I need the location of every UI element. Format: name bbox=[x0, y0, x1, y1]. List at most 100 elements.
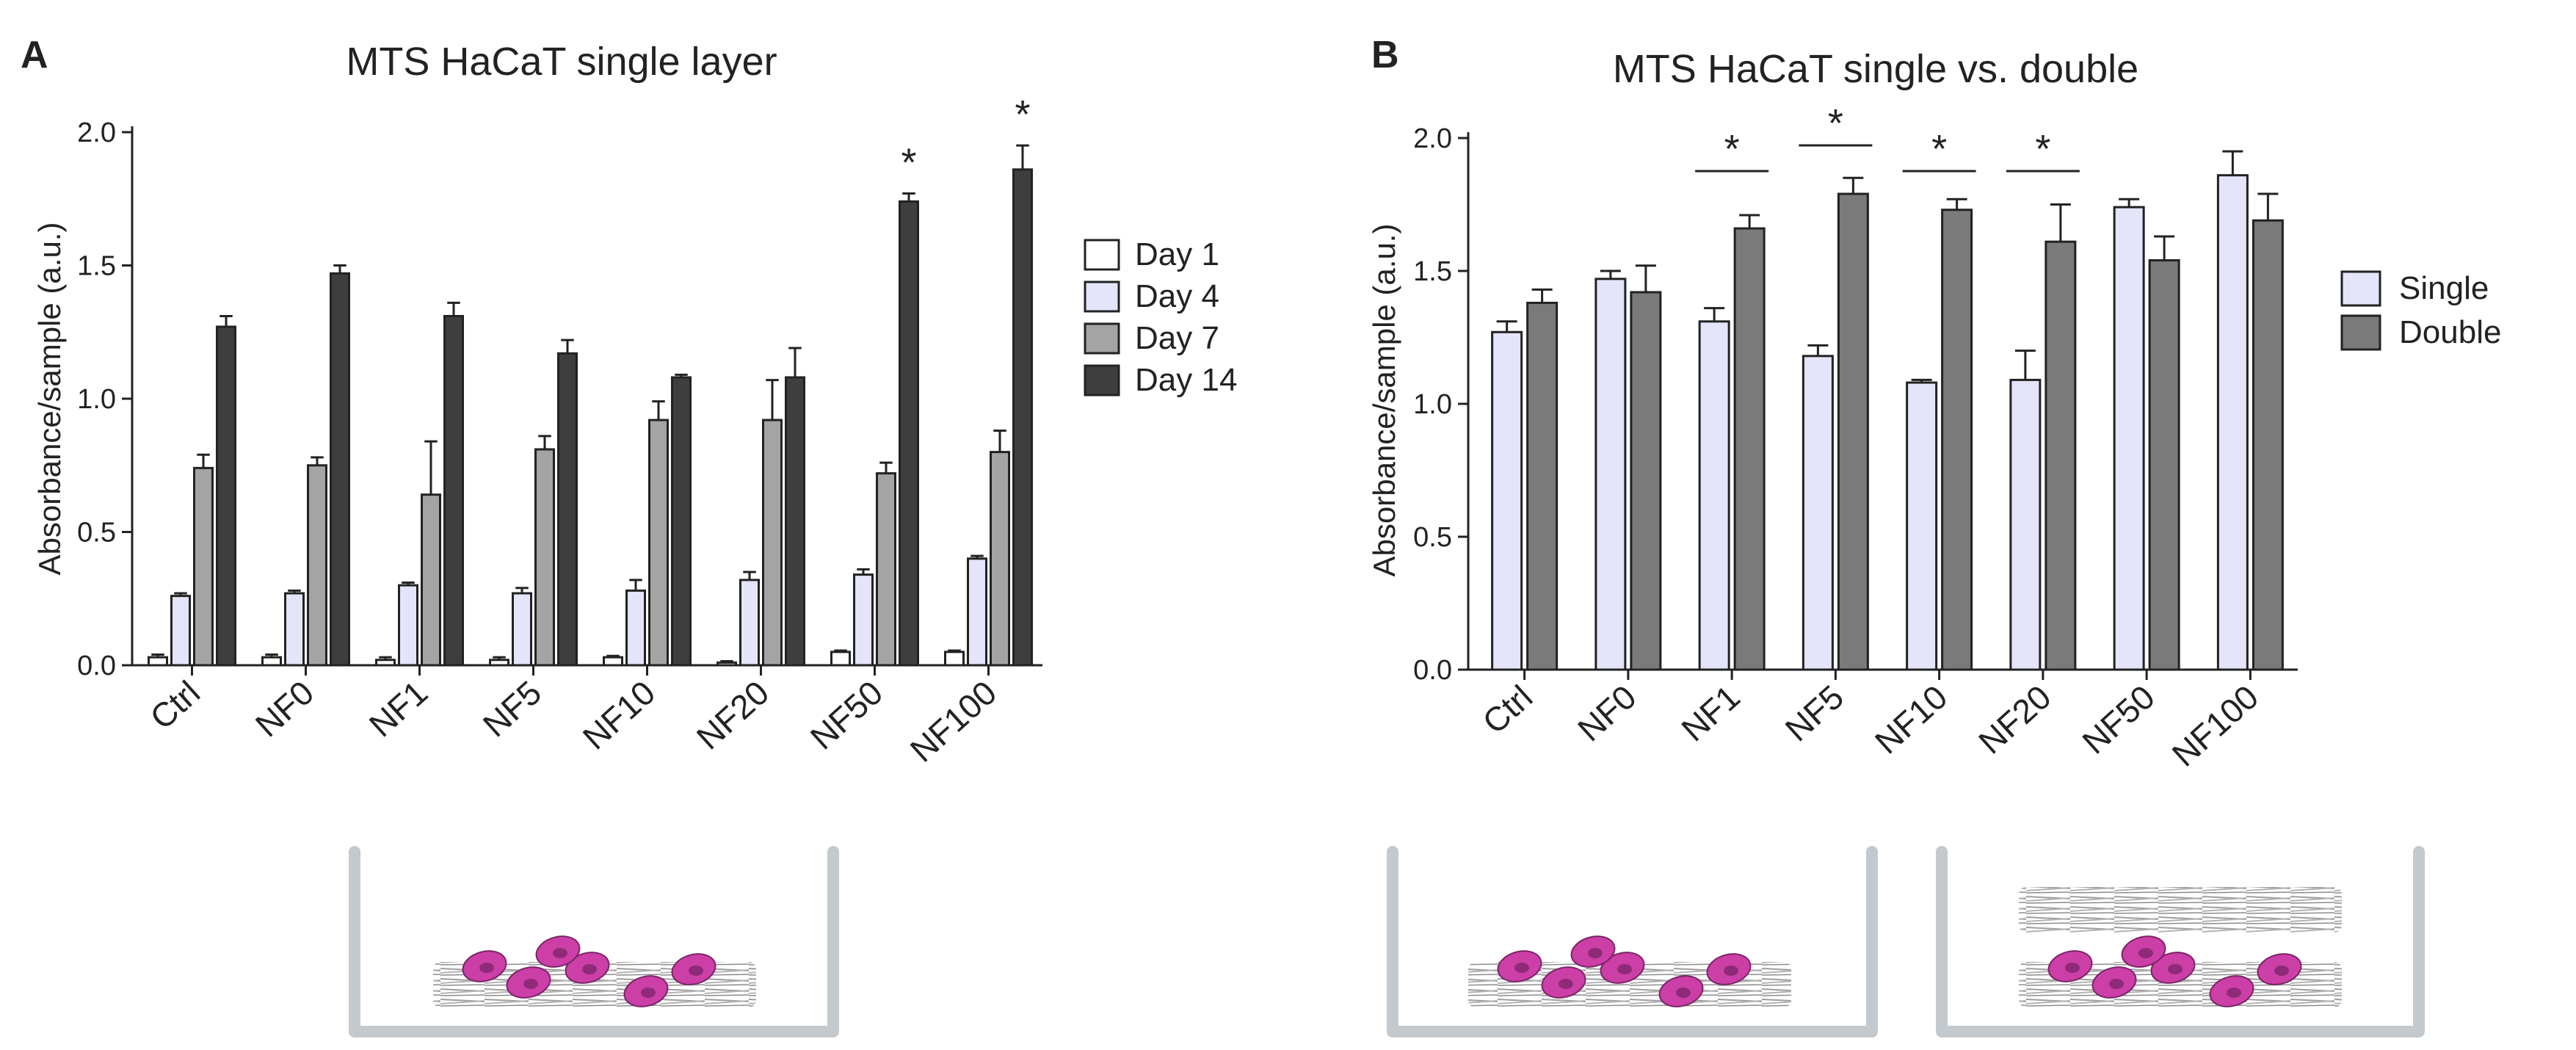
panel-b-y-axis-label: Absorbance/sample (a.u.) bbox=[1367, 224, 1401, 577]
panel-a-x-label-nf5: NF5 bbox=[476, 673, 548, 745]
panel-b-x-label-nf100: NF100 bbox=[2165, 678, 2265, 774]
well-a-single bbox=[349, 846, 839, 1038]
well-b-double-container bbox=[1936, 846, 2425, 1038]
panel-a-bar-nf0-day-7 bbox=[307, 464, 327, 667]
panel-a-legend-swatch-day-7 bbox=[1084, 322, 1120, 355]
well-b-double bbox=[1936, 846, 2425, 1038]
panel-b-bar-nf10-single bbox=[1906, 381, 1938, 671]
panel-b-bar-ctrl-double bbox=[1526, 301, 1559, 671]
panel-b-bar-ctrl-single bbox=[1491, 330, 1523, 671]
panel-a-y-tick-label-2: 1.0 bbox=[77, 384, 116, 415]
well-b-single-cell-2 bbox=[1541, 966, 1586, 999]
panel-a-x-label-nf50: NF50 bbox=[803, 673, 890, 757]
panel-b-legend-swatch-single bbox=[2340, 270, 2381, 307]
panel-b-y-tick-label-4: 2.0 bbox=[1413, 123, 1452, 154]
well-b-single-cell-1 bbox=[1497, 950, 1542, 982]
panel-b-x-label-nf50: NF50 bbox=[2075, 678, 2161, 761]
panel-a-bar-ctrl-day-14 bbox=[216, 325, 236, 667]
panel-a-bar-nf10-day-7 bbox=[648, 419, 669, 667]
well-a-cell-4 bbox=[623, 975, 669, 1007]
panel-b-bar-nf100-single bbox=[2216, 174, 2249, 671]
well-b-single-cell-3 bbox=[1600, 952, 1645, 984]
panel-a-bar-ctrl-day-7 bbox=[193, 466, 214, 667]
panel-b-x-label-nf10: NF10 bbox=[1868, 678, 1954, 761]
panel-a-bar-nf10-day-14 bbox=[671, 376, 692, 667]
panel-a-x-label-nf10: NF10 bbox=[576, 673, 662, 757]
panel-b-bar-nf0-single bbox=[1594, 278, 1627, 671]
panel-b-plot: 0.0 0.5 1.0 1.5 2.0 Ctrl NF0 NF1 NF5 NF10 NF20 NF50… bbox=[1413, 101, 2298, 774]
panel-a-legend-label-day-14: Day 14 bbox=[1135, 362, 1237, 398]
panel-b-bar-nf0-double bbox=[1630, 291, 1662, 671]
panel-a-bar-nf50-day-14 bbox=[899, 200, 919, 667]
panel-b-bar-nf1-double bbox=[1733, 227, 1766, 671]
panel-a-bar-nf50-day-1 bbox=[830, 651, 851, 667]
panel-b-legend-swatch-double bbox=[2340, 314, 2381, 351]
panel-b-x-label-nf1: NF1 bbox=[1674, 678, 1746, 749]
panel-b-x-label-ctrl: Ctrl bbox=[1475, 678, 1539, 742]
panel-a: A MTS HaCaT single layer Absorbance/samp… bbox=[21, 34, 1237, 770]
panel-b-y-tick-label-3: 1.5 bbox=[1413, 256, 1452, 287]
panel-b-bar-nf10-double bbox=[1941, 209, 1973, 671]
panel-a-bar-nf20-day-4 bbox=[739, 579, 760, 667]
panel-a-legend-label-day-4: Day 4 bbox=[1135, 278, 1219, 314]
panel-a-y-tick-label-0: 0.0 bbox=[77, 651, 116, 681]
well-a-cell-5 bbox=[671, 953, 716, 985]
panel-b-bar-nf20-single bbox=[2009, 378, 2042, 671]
panel-a-x-label-nf20: NF20 bbox=[689, 673, 776, 757]
well-a-cell-2 bbox=[506, 966, 551, 999]
panel-a-bar-ctrl-day-4 bbox=[170, 595, 191, 667]
panel-a-bar-ctrl-day-1 bbox=[148, 656, 168, 667]
well-b-double-top-fiber-layer bbox=[2019, 887, 2342, 933]
well-b-double-cell-4 bbox=[2209, 975, 2254, 1007]
panel-a-bar-nf1-day-1 bbox=[375, 659, 396, 667]
panel-a-x-label-nf100: NF100 bbox=[903, 673, 1004, 770]
panel-a-bar-nf100-day-1 bbox=[944, 651, 965, 667]
panel-b-letter: B bbox=[1371, 34, 1399, 76]
well-b-double-cell-6 bbox=[2121, 935, 2166, 968]
panel-a-bar-nf100-day-14 bbox=[1012, 168, 1033, 667]
panel-a-title: MTS HaCaT single layer bbox=[346, 40, 777, 84]
panel-b-significance-nf1: * bbox=[1724, 127, 1740, 171]
well-a-cell-6 bbox=[535, 935, 581, 968]
panel-b: B MTS HaCaT single vs. double Absorbance… bbox=[1367, 34, 2501, 774]
panel-a-bar-nf5-day-7 bbox=[534, 448, 555, 667]
panel-a-bar-nf1-day-7 bbox=[421, 493, 441, 667]
panel-a-legend-swatch-day-14 bbox=[1084, 364, 1120, 397]
panel-a-bar-nf0-day-14 bbox=[330, 272, 350, 667]
panel-a-bar-nf10-day-1 bbox=[603, 656, 623, 667]
panel-a-significance-nf50: * bbox=[901, 140, 916, 184]
panel-a-legend-label-day-1: Day 1 bbox=[1135, 236, 1219, 272]
panel-b-x-label-nf5: NF5 bbox=[1778, 678, 1851, 749]
panel-b-bar-nf50-double bbox=[2148, 259, 2180, 671]
panel-a-bar-nf20-day-7 bbox=[762, 419, 783, 667]
panel-a-bar-nf50-day-7 bbox=[876, 472, 896, 667]
panel-a-bar-nf1-day-4 bbox=[398, 584, 418, 667]
panel-a-bar-nf0-day-1 bbox=[261, 656, 282, 667]
panel-b-significance-nf10: * bbox=[1931, 127, 1947, 171]
panel-a-letter: A bbox=[21, 34, 48, 76]
panel-a-bar-nf1-day-14 bbox=[443, 314, 464, 667]
panel-b-bar-nf5-single bbox=[1802, 355, 1834, 671]
panel-b-significance-nf20: * bbox=[2035, 127, 2050, 171]
panel-a-legend-swatch-day-4 bbox=[1084, 280, 1120, 313]
panel-b-bar-nf100-double bbox=[2252, 219, 2284, 671]
panel-a-bar-nf5-day-1 bbox=[489, 659, 509, 667]
panel-a-bar-nf20-day-1 bbox=[716, 661, 737, 667]
well-b-single-cell-5 bbox=[1706, 953, 1752, 985]
panel-b-title: MTS HaCaT single vs. double bbox=[1613, 47, 2138, 91]
panel-a-bar-nf50-day-4 bbox=[853, 573, 874, 667]
panel-a-y-tick-label-1: 0.5 bbox=[77, 518, 116, 548]
well-a-cell-1 bbox=[462, 950, 507, 982]
panel-a-bar-nf5-day-14 bbox=[557, 352, 578, 667]
panel-b-x-label-nf0: NF0 bbox=[1570, 678, 1643, 749]
panel-a-legend: Day 1 Day 4 Day 7 Day 14 bbox=[1084, 236, 1237, 398]
panel-b-x-label-nf20: NF20 bbox=[1971, 678, 2058, 761]
panel-a-bar-nf0-day-4 bbox=[284, 592, 305, 667]
well-b-single bbox=[1387, 846, 1878, 1038]
panel-b-legend-label-double: Double bbox=[2399, 314, 2501, 350]
panel-a-x-label-nf0: NF0 bbox=[248, 673, 321, 745]
well-a-single-container bbox=[349, 846, 839, 1038]
panel-a-bar-nf5-day-4 bbox=[512, 592, 532, 667]
panel-a-y-tick-label-4: 2.0 bbox=[77, 117, 116, 148]
well-b-double-cell-5 bbox=[2257, 953, 2302, 985]
